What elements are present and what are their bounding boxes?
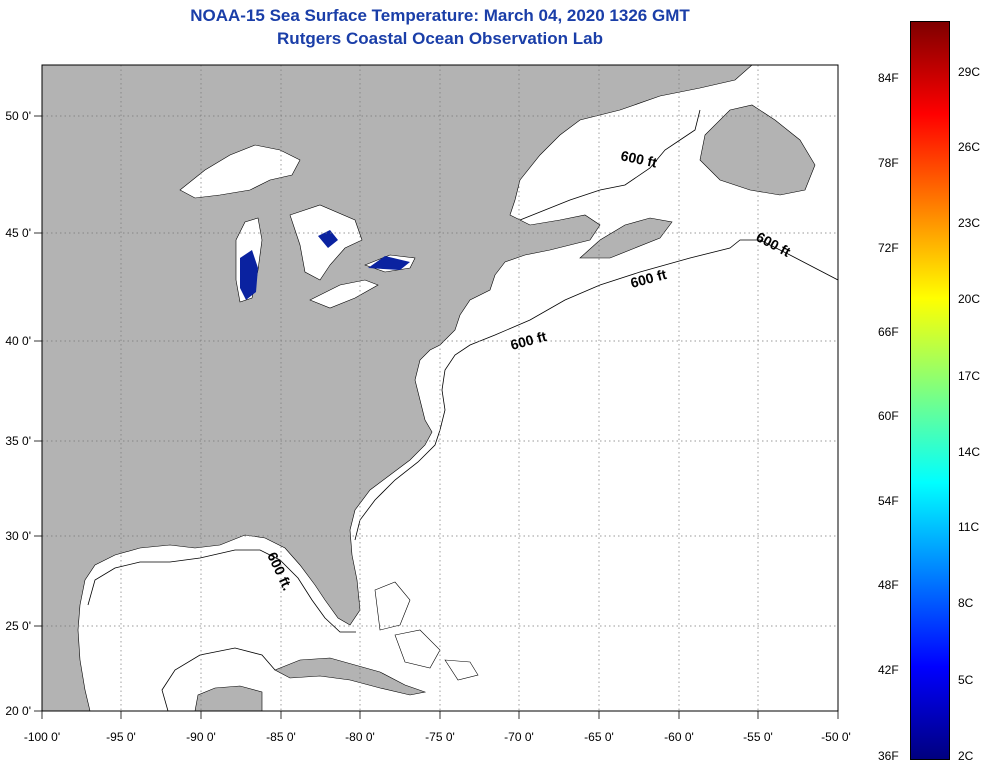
lon-tick-label: -80 0' (345, 730, 375, 744)
colorbar-c-label: 20C (958, 292, 981, 306)
colorbar-f-label: 36F (878, 749, 899, 763)
lake-erie (309, 279, 379, 309)
temperature-colorbar (910, 21, 950, 760)
lat-tick-label: 35 0' (5, 434, 31, 448)
colorbar-c-label: 2C (958, 749, 974, 763)
colorbar-f-label: 84F (878, 71, 899, 85)
colorbar-c-label: 8C (958, 596, 974, 610)
lake-huron-sst (318, 230, 338, 248)
map-subtitle: Rutgers Coastal Ocean Observation Lab (277, 29, 603, 48)
lon-tick-label: -70 0' (504, 730, 534, 744)
lat-tick-label: 25 0' (5, 619, 31, 633)
land-north-america (42, 65, 753, 711)
bahamas-banks (374, 581, 479, 681)
land-nova-scotia (579, 217, 673, 259)
lon-tick-label: -100 0' (24, 730, 60, 744)
lon-tick-label: -55 0' (743, 730, 773, 744)
contour-label-600ft: 600 ft (619, 147, 658, 170)
land-cuba (274, 657, 427, 696)
colorbar-f-label: 66F (878, 325, 899, 339)
lat-tick-label: 50 0' (5, 109, 31, 123)
colorbar-f-label: 78F (878, 156, 899, 170)
colorbar-c-label: 23C (958, 216, 981, 230)
colorbar-c-label: 17C (958, 369, 981, 383)
lat-tick-label: 20 0' (5, 704, 31, 718)
lake-ontario-sst (368, 256, 410, 270)
lat-tick-label: 40 0' (5, 334, 31, 348)
colorbar-f-label: 54F (878, 494, 899, 508)
lat-tick-label: 45 0' (5, 226, 31, 240)
colorbar-f-label: 60F (878, 409, 899, 423)
land-newfoundland (699, 104, 816, 196)
lon-tick-label: -85 0' (266, 730, 296, 744)
map-title: NOAA-15 Sea Surface Temperature: March 0… (190, 6, 690, 25)
land-yucatan (194, 685, 263, 711)
colorbar-c-label: 14C (958, 445, 981, 459)
colorbar-f-label: 42F (878, 663, 899, 677)
colorbar-c-label: 5C (958, 673, 974, 687)
lon-tick-label: -60 0' (664, 730, 694, 744)
colorbar-f-label: 48F (878, 578, 899, 592)
lake-michigan-sst (240, 250, 258, 300)
lon-tick-label: -65 0' (584, 730, 614, 744)
lon-tick-label: -95 0' (106, 730, 136, 744)
colorbar-c-label: 11C (958, 520, 980, 534)
colorbar-f-label: 72F (878, 241, 899, 255)
600ft-contours (87, 109, 838, 711)
colorbar-c-label: 29C (958, 65, 981, 79)
lake-superior (179, 144, 301, 199)
lat-tick-label: 30 0' (5, 529, 31, 543)
lon-tick-label: -50 0' (821, 730, 851, 744)
lon-tick-label: -90 0' (186, 730, 216, 744)
frame-ticks (34, 115, 839, 719)
lon-tick-label: -75 0' (425, 730, 455, 744)
colorbar-c-label: 26C (958, 140, 981, 154)
